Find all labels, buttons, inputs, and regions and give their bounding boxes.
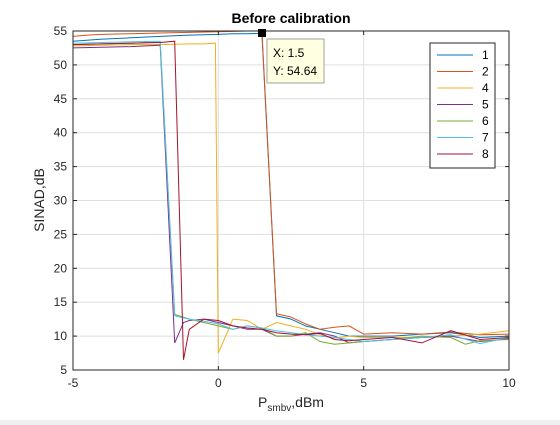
- legend-label-3: 4: [482, 81, 489, 95]
- chart-title: Before calibration: [231, 10, 350, 26]
- y-axis-label: SINAD,dB: [31, 168, 47, 232]
- y-tick-label: 55: [54, 24, 68, 38]
- data-tip-box[interactable]: [266, 38, 325, 84]
- legend-label-6: 7: [482, 131, 489, 145]
- y-tick-label: 20: [54, 261, 68, 275]
- x-tick-label: -5: [68, 376, 79, 390]
- x-tick-label: 0: [215, 376, 222, 390]
- y-tick-label: 30: [54, 194, 68, 208]
- y-tick-label: 35: [54, 160, 68, 174]
- y-tick-label: 40: [54, 126, 68, 140]
- legend-label-4: 5: [482, 98, 489, 112]
- x-tick-label: 10: [502, 376, 516, 390]
- y-tick-label: 10: [54, 329, 68, 343]
- y-tick-label: 45: [54, 92, 68, 106]
- x-axis-label: Psmbv,dBm: [258, 394, 324, 414]
- data-tip-x-text: X: 1.5: [273, 46, 305, 60]
- y-tick-label: 25: [54, 227, 68, 241]
- series-lines: [72, 30, 510, 360]
- series-line-2: [72, 30, 510, 336]
- y-tick-label: 15: [54, 295, 68, 309]
- legend-label-7: 8: [482, 147, 489, 161]
- legend-label-2: 2: [482, 65, 489, 79]
- series-line-7: [72, 40, 510, 360]
- legend[interactable]: 1 2 4 5 6 7 8: [429, 42, 496, 169]
- x-axis-label-suffix: ,dBm: [291, 394, 324, 410]
- y-tick-label: 50: [54, 58, 68, 72]
- legend-box[interactable]: [429, 42, 496, 169]
- x-axis-label-subscript: smbv: [267, 403, 291, 414]
- x-tick-label: 5: [360, 376, 367, 390]
- series-line-3: [72, 42, 510, 354]
- data-tip-y-text: Y: 54.64: [273, 64, 317, 78]
- legend-label-1: 1: [482, 48, 489, 62]
- legend-label-5: 6: [482, 114, 489, 128]
- data-tip-marker[interactable]: [258, 29, 266, 37]
- x-axis-label-main: P: [258, 394, 267, 410]
- data-tip[interactable]: X: 1.5 Y: 54.64: [258, 29, 325, 84]
- y-tick-label: 5: [60, 363, 67, 377]
